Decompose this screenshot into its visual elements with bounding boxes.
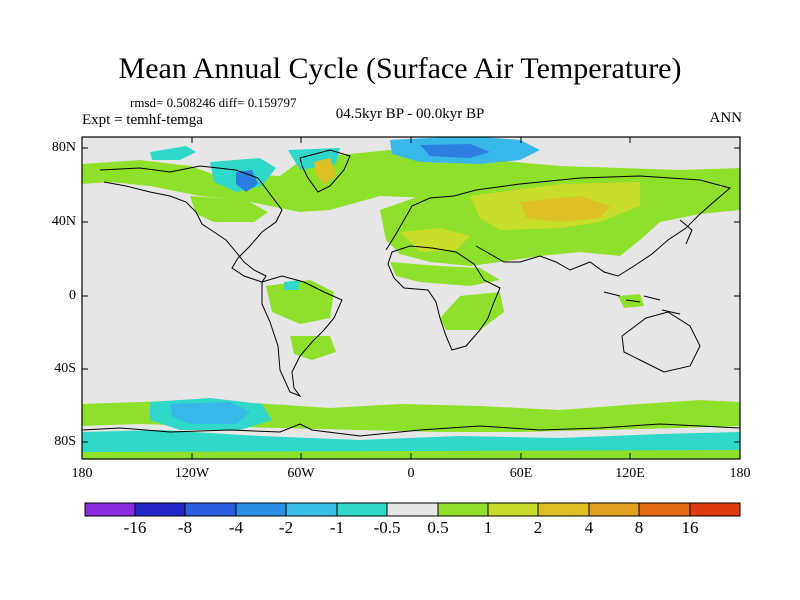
- greenland-coast: [299, 149, 351, 193]
- colorbar-dividers: [134, 503, 691, 516]
- colorbar-frame: [84, 502, 741, 517]
- greenland-olive-patch: [314, 158, 336, 184]
- colorbar-box-2: [185, 503, 236, 516]
- colorbar-label-1: -8: [177, 518, 193, 537]
- lat-label-80s: 80S: [54, 434, 76, 449]
- colorbar-box-9: [538, 503, 589, 516]
- axis-ticks: [81, 137, 741, 459]
- colorbar-box-1: [135, 503, 185, 516]
- lon-label-0: 0: [407, 466, 415, 481]
- amazon-green-patch: [266, 280, 334, 324]
- lon-label-180e: 180: [729, 466, 751, 481]
- colorbar-label-11: 16: [681, 518, 699, 537]
- africa-coast: [387, 245, 501, 351]
- colorbar: [84, 502, 741, 517]
- colorbar-label-5: -0.5: [373, 518, 401, 537]
- plot-title: Mean Annual Cycle (Surface Air Temperatu…: [118, 52, 682, 85]
- colorbar-label-3: -2: [278, 518, 294, 537]
- arctic-warm-patch: [82, 150, 740, 212]
- europe-coast: [385, 189, 477, 251]
- sahel-green-band: [390, 262, 500, 286]
- colorbar-label-0: -16: [123, 518, 147, 537]
- lat-label-80n: 80N: [51, 140, 76, 155]
- lat-label-0: 0: [69, 288, 76, 303]
- lon-label-180w: 180: [71, 466, 93, 481]
- coastlines: [82, 149, 740, 437]
- east-africa-green-patch: [440, 292, 504, 330]
- colorbar-label-7: 1: [483, 518, 493, 537]
- north-america-green: [190, 196, 268, 222]
- mideast-yellowgreen-patch: [400, 228, 470, 252]
- colorbar-box-5: [337, 503, 387, 516]
- colorbar-box-8: [488, 503, 538, 516]
- lon-label-120e: 120E: [615, 466, 645, 481]
- lon-label-60w: 60W: [287, 466, 315, 481]
- atlantic-cyan-patch: [284, 280, 300, 290]
- experiment-label: Expt = temhf-temga: [82, 112, 203, 128]
- antarctica-coast: [82, 423, 740, 437]
- asia-coast: [475, 175, 732, 277]
- colorbar-label-6: 0.5: [427, 518, 449, 537]
- anomaly-fields: [82, 137, 740, 459]
- lon-label-60e: 60E: [509, 466, 533, 481]
- colorbar-box-0: [85, 503, 135, 516]
- colorbar-box-4: [286, 503, 337, 516]
- barents-blue-core: [420, 144, 490, 158]
- colorbar-label-10: 8: [634, 518, 644, 537]
- colorbar-box-11: [639, 503, 690, 516]
- arctic-cyan-patch: [150, 146, 196, 160]
- ross-sea-blue-patch: [170, 402, 250, 424]
- australia-coast: [621, 311, 701, 373]
- colorbar-box-10: [589, 503, 639, 516]
- maritime-islands: [603, 291, 681, 315]
- lat-label-40s: 40S: [54, 361, 76, 376]
- lat-label-40n: 40N: [51, 214, 76, 229]
- season-label: ANN: [709, 110, 743, 126]
- antarctic-cyan-band: [82, 430, 740, 452]
- south-america-coast: [261, 275, 343, 398]
- north-america-coast: [99, 165, 283, 283]
- colorbar-label-8: 2: [533, 518, 543, 537]
- japan-coast: [679, 219, 693, 245]
- colorbar-label-9: 4: [584, 518, 594, 537]
- central-asia-olive-patch: [520, 196, 610, 222]
- stats-label: rmsd= 0.508246 diff= 0.159797: [130, 95, 297, 110]
- colorbar-box-3: [236, 503, 286, 516]
- colorbar-label-4: -1: [329, 518, 345, 537]
- colorbar-box-12: [690, 503, 740, 516]
- colorbar-label-2: -4: [228, 518, 244, 537]
- period-label: 04.5kyr BP - 00.0kyr BP: [335, 106, 485, 122]
- lon-label-120w: 120W: [174, 466, 210, 481]
- colorbar-box-7: [438, 503, 488, 516]
- colorbar-box-6: [387, 503, 438, 516]
